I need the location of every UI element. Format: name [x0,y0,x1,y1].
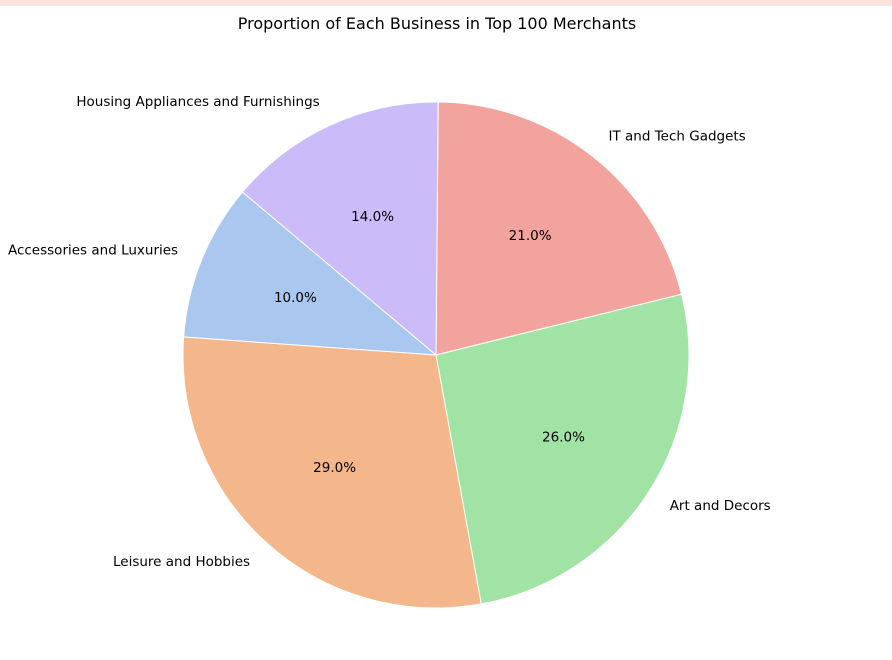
category-label-art-and-decors: Art and Decors [670,498,771,514]
pie-slice-art-and-decors [435,293,690,605]
pie-slice-leisure-and-hobbies [182,336,482,609]
top-strip [0,0,892,6]
pct-label-leisure-and-hobbies: 29.0% [313,460,356,476]
category-label-leisure-and-hobbies: Leisure and Hobbies [113,554,250,570]
pct-label-it-and-tech-gadgets: 21.0% [509,228,552,244]
pct-label-housing-appliances-and-furnishings: 14.0% [351,209,394,225]
pct-label-art-and-decors: 26.0% [542,430,585,446]
pct-label-accessories-and-luxuries: 10.0% [274,290,317,306]
pie-slice-housing-appliances-and-furnishings [241,101,439,357]
pie-slice-accessories-and-luxuries [183,191,438,356]
pie-slice-it-and-tech-gadgets [435,101,683,356]
chart-title: Proportion of Each Business in Top 100 M… [237,14,637,33]
category-label-housing-appliances-and-furnishings: Housing Appliances and Furnishings [76,94,319,110]
category-label-accessories-and-luxuries: Accessories and Luxuries [8,242,178,258]
category-label-it-and-tech-gadgets: IT and Tech Gadgets [609,129,746,145]
